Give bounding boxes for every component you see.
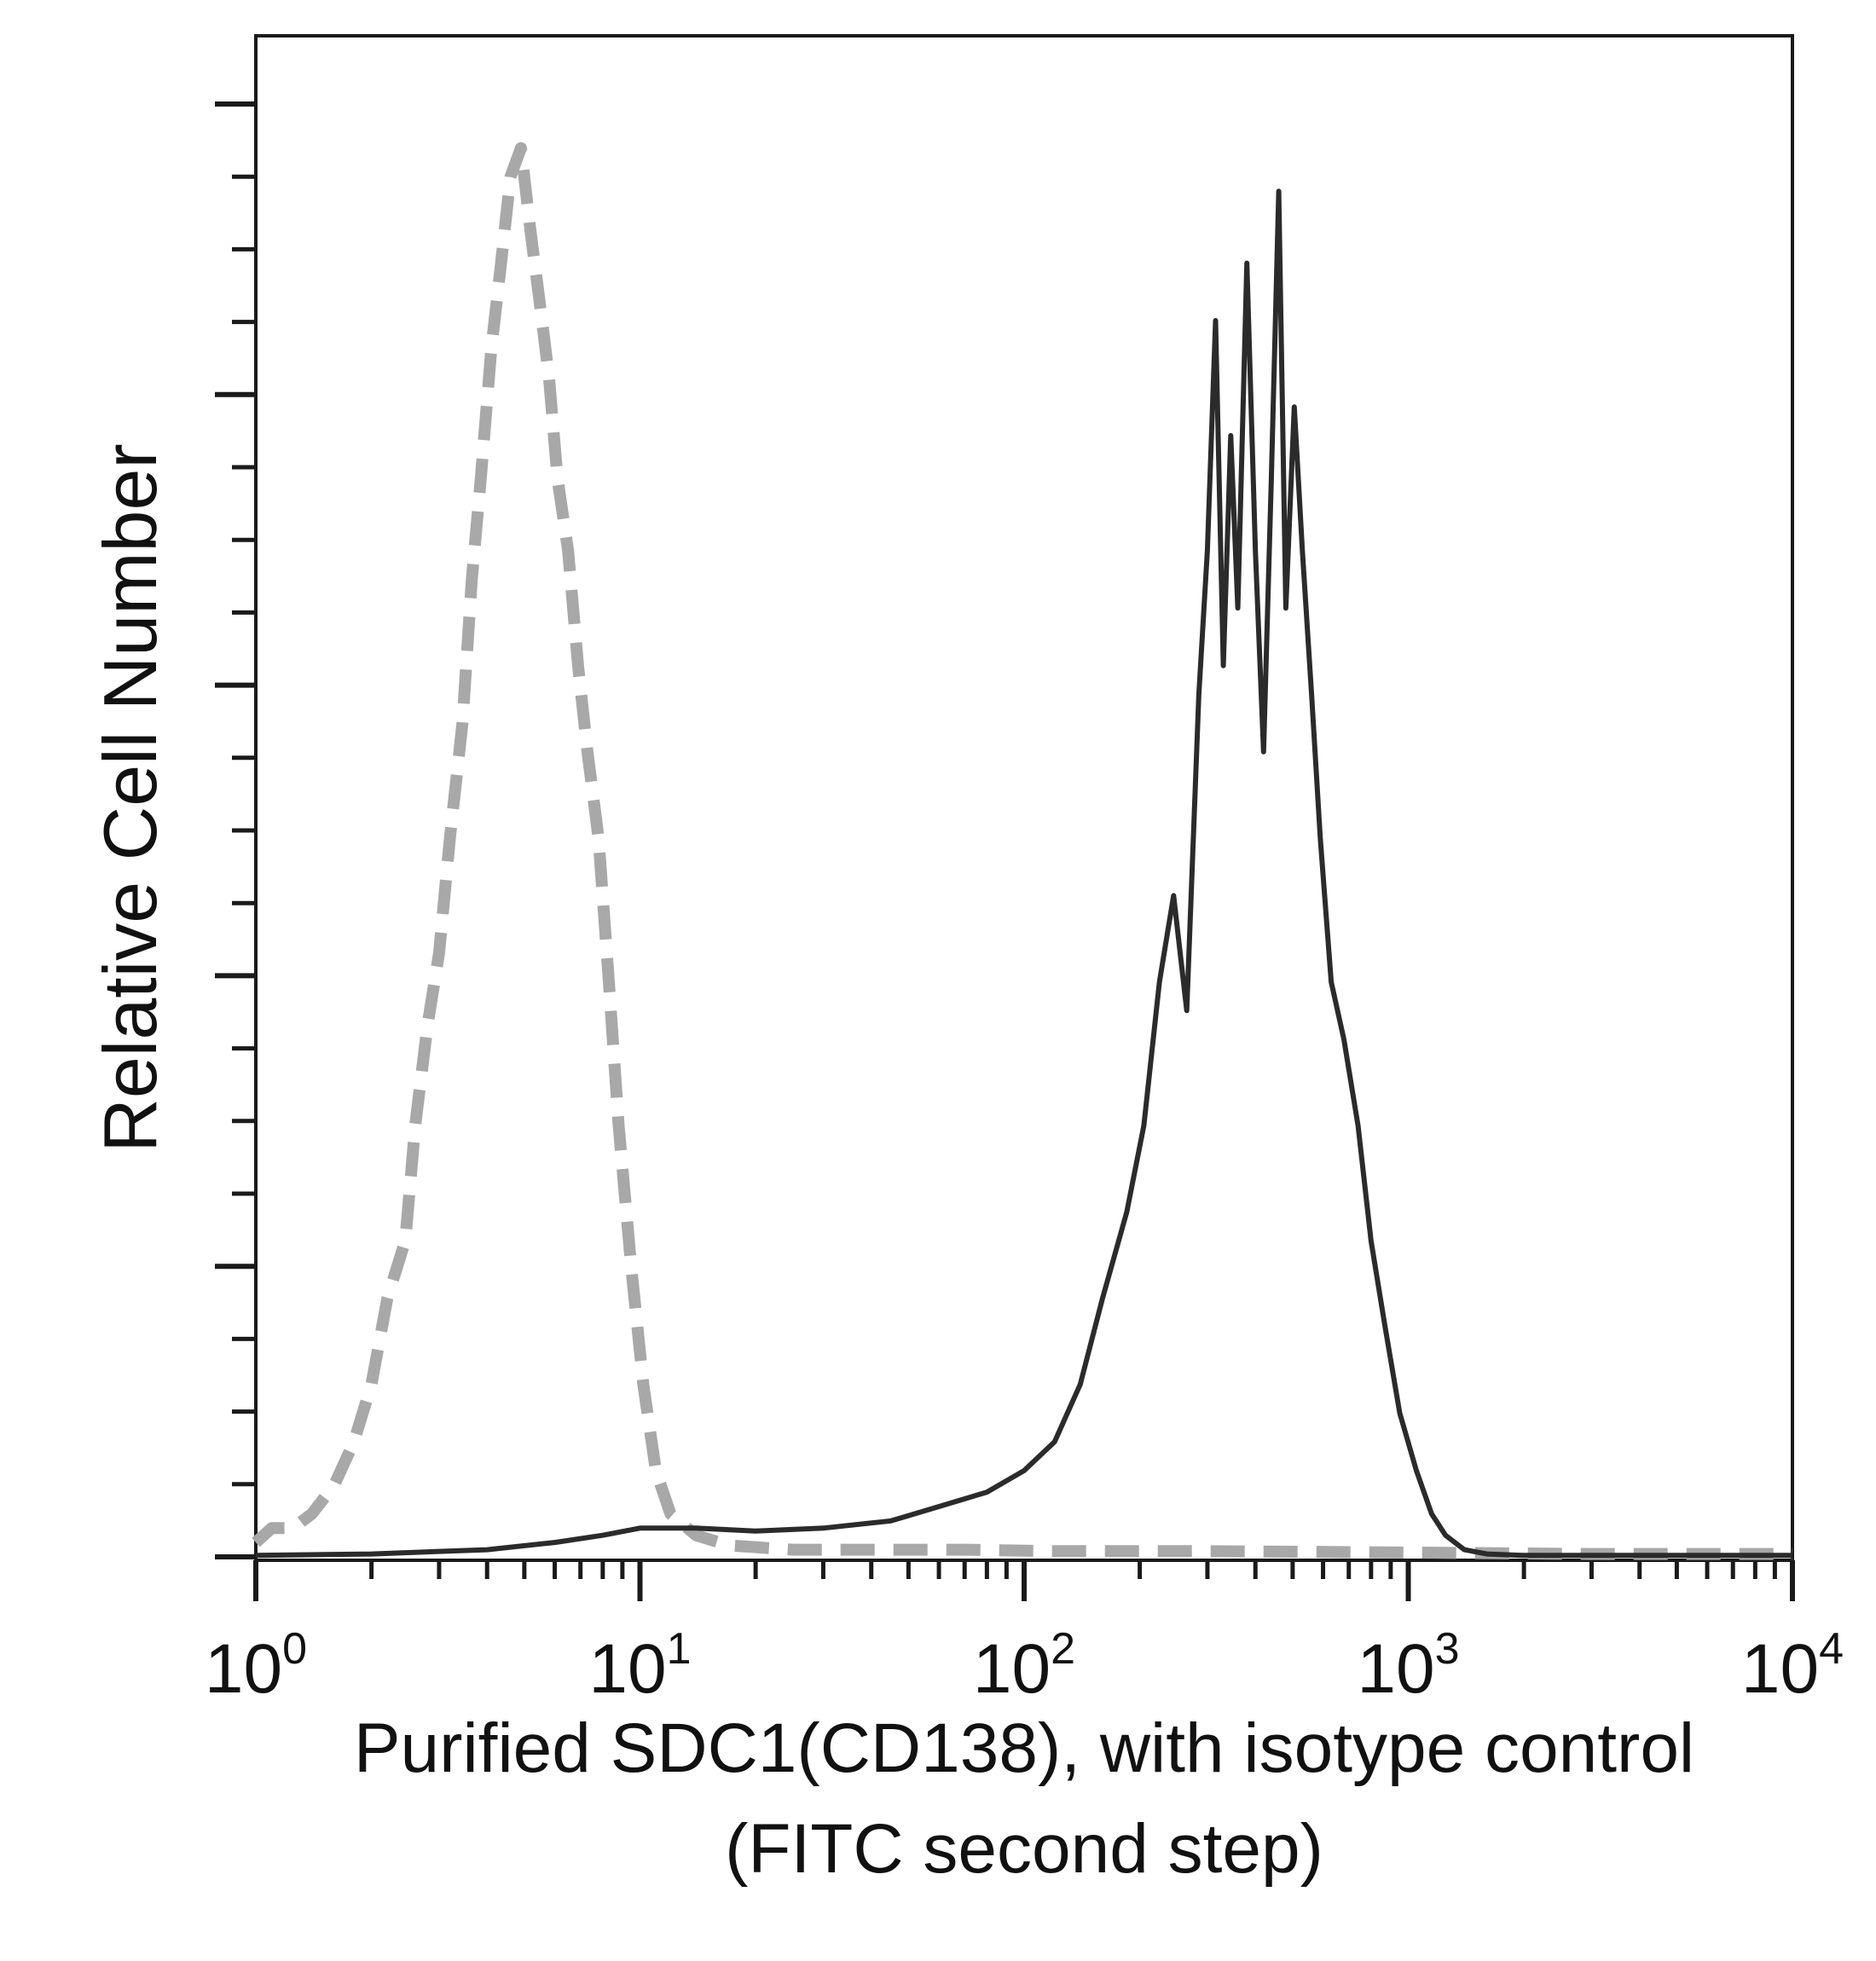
- isotype-control-series: [252, 142, 1792, 1560]
- x-axis-ticks: [253, 1560, 1795, 1601]
- plot-frame: [254, 34, 1794, 1562]
- y-axis-label: Relative Cell Number: [88, 443, 172, 1152]
- x-tick-label: 103: [1357, 1624, 1459, 1708]
- x-tick-label: 101: [588, 1624, 691, 1708]
- series-layer: [252, 142, 1792, 1560]
- y-axis-ticks: [215, 101, 256, 1559]
- x-tick-label: 102: [973, 1624, 1075, 1708]
- x-axis-label-line2: (FITC second step): [725, 1810, 1323, 1888]
- x-tick-labels: 100 101 102 103 104: [205, 1624, 1844, 1708]
- x-axis-label-line1: Purified SDC1(CD138), with isotype contr…: [354, 1709, 1694, 1787]
- sdc1-series: [255, 188, 1792, 1559]
- x-tick-label: 104: [1741, 1624, 1844, 1708]
- x-tick-label: 100: [205, 1624, 307, 1708]
